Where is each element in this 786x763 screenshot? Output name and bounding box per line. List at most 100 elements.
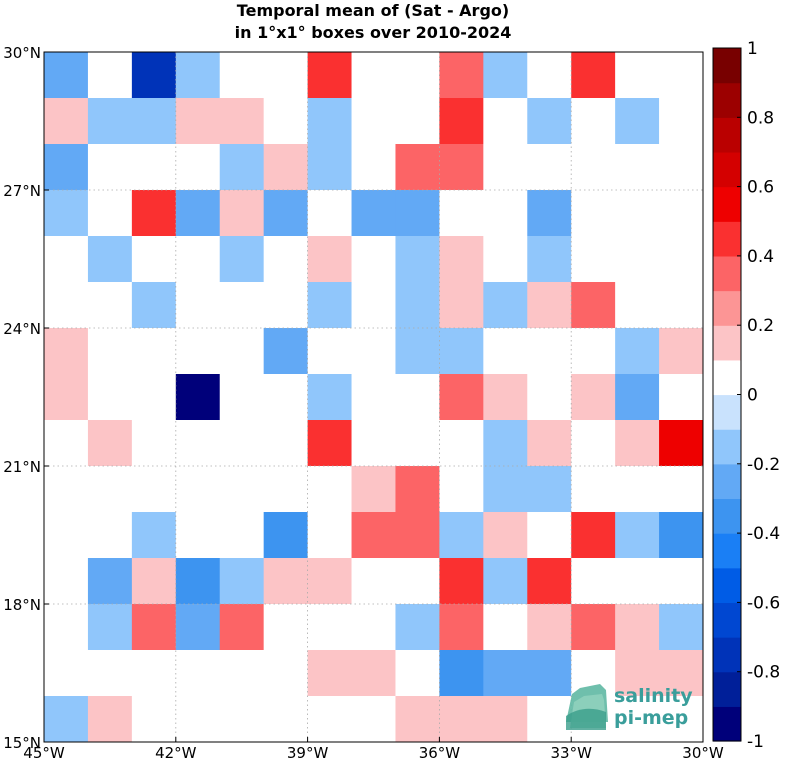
- heatmap-cell: [307, 604, 353, 651]
- x-tick-label: 36°W: [419, 744, 461, 762]
- heatmap-cell: [44, 696, 89, 743]
- heatmap-cell: [263, 558, 309, 605]
- heatmap-cell: [219, 696, 265, 743]
- heatmap-cell: [307, 466, 353, 513]
- heatmap-cell: [439, 98, 484, 145]
- heatmap-cell: [395, 512, 440, 559]
- y-tick-label: 27°N: [3, 182, 41, 200]
- heatmap-cell: [44, 190, 89, 237]
- heatmap-cell: [175, 98, 221, 145]
- heatmap-cell: [483, 236, 528, 283]
- heatmap-cell: [659, 558, 704, 605]
- logo-line-1: salinity: [614, 685, 693, 707]
- heatmap-cell: [659, 282, 704, 329]
- heatmap-cell: [263, 512, 309, 559]
- heatmap-cell: [615, 696, 660, 743]
- heatmap-cell: [571, 512, 616, 559]
- colorbar-segment: [713, 359, 741, 396]
- heatmap-cell: [44, 512, 89, 559]
- heatmap-cell: [439, 420, 484, 467]
- heatmap-cell: [615, 374, 660, 421]
- y-tick-label: 24°N: [3, 320, 41, 338]
- heatmap-cell: [395, 650, 440, 697]
- heatmap-cell: [571, 466, 616, 513]
- heatmap-cell: [571, 328, 616, 375]
- heatmap-cell: [87, 190, 133, 237]
- heatmap-cell: [483, 144, 528, 191]
- heatmap-cell: [615, 466, 660, 513]
- heatmap-cell: [483, 98, 528, 145]
- heatmap-cell: [659, 604, 704, 651]
- heatmap-cell: [263, 190, 309, 237]
- heatmap-cell: [351, 466, 396, 513]
- heatmap-cell: [307, 558, 353, 605]
- heatmap-cell: [351, 420, 396, 467]
- heatmap-cell: [219, 328, 265, 375]
- heatmap-cell: [263, 328, 309, 375]
- x-tick-label: 33°W: [550, 744, 592, 762]
- heatmap-cell: [351, 328, 396, 375]
- heatmap-cell: [615, 144, 660, 191]
- heatmap-cell: [527, 696, 572, 743]
- heatmap-cell: [351, 696, 396, 743]
- heatmap-cell: [44, 466, 89, 513]
- heatmap-cell: [351, 558, 396, 605]
- heatmap-cell: [483, 604, 528, 651]
- heatmap-cell: [571, 604, 616, 651]
- heatmap-cell: [615, 236, 660, 283]
- heatmap-cell: [527, 420, 572, 467]
- colorbar-segment: [713, 429, 741, 465]
- x-tick-label: 45°W: [23, 744, 65, 762]
- heatmap-cell: [659, 374, 704, 421]
- heatmap-cell: [351, 282, 396, 329]
- heatmap-cell: [527, 466, 572, 513]
- heatmap-cell: [483, 466, 528, 513]
- y-tick-label: 21°N: [3, 458, 41, 476]
- heatmap-cell: [439, 604, 484, 651]
- heatmap-cell: [263, 282, 309, 329]
- colorbar-segment: [713, 706, 741, 742]
- heatmap-cell: [483, 420, 528, 467]
- y-tick-label: 18°N: [3, 596, 41, 614]
- heatmap-cell: [219, 282, 265, 329]
- heatmap-cell: [175, 512, 221, 559]
- heatmap-cell: [571, 144, 616, 191]
- heatmap-cell: [131, 328, 177, 375]
- heatmap-cell: [395, 98, 440, 145]
- heatmap-cell: [87, 52, 133, 99]
- heatmap-cell: [175, 420, 221, 467]
- colorbar-segment: [713, 463, 741, 500]
- heatmap-cell: [44, 420, 89, 467]
- heatmap-cell: [439, 144, 484, 191]
- heatmap-cell: [659, 650, 704, 697]
- heatmap-cell: [439, 328, 484, 375]
- heatmap-cell: [439, 52, 484, 99]
- heatmap-cell: [571, 374, 616, 421]
- heatmap-cell: [175, 190, 221, 237]
- colorbar-tick-label: -0.2: [747, 455, 780, 475]
- heatmap-cell: [439, 374, 484, 421]
- heatmap-cell: [175, 328, 221, 375]
- heatmap-cell: [175, 282, 221, 329]
- heatmap-cell: [219, 558, 265, 605]
- heatmap-cell: [44, 236, 89, 283]
- heatmap-cell: [131, 650, 177, 697]
- heatmap-cell: [87, 466, 133, 513]
- colorbar-segment: [713, 602, 741, 638]
- heatmap-cell: [395, 144, 440, 191]
- heatmap-cell: [395, 236, 440, 283]
- colorbar-tick-label: -0.6: [747, 593, 780, 613]
- heatmap-cell: [615, 512, 660, 559]
- heatmap-cell: [263, 650, 309, 697]
- colorbar-segment: [713, 117, 741, 153]
- heatmap-cell: [659, 98, 704, 145]
- heatmap-cell: [307, 52, 353, 99]
- colorbar-segment: [713, 48, 741, 84]
- heatmap-cell: [87, 558, 133, 605]
- heatmap-cell: [527, 98, 572, 145]
- heatmap-cell: [44, 98, 89, 145]
- heatmap-cell: [527, 374, 572, 421]
- heatmap-cell: [351, 52, 396, 99]
- heatmap-cell: [615, 558, 660, 605]
- plot-frame: [43, 51, 704, 743]
